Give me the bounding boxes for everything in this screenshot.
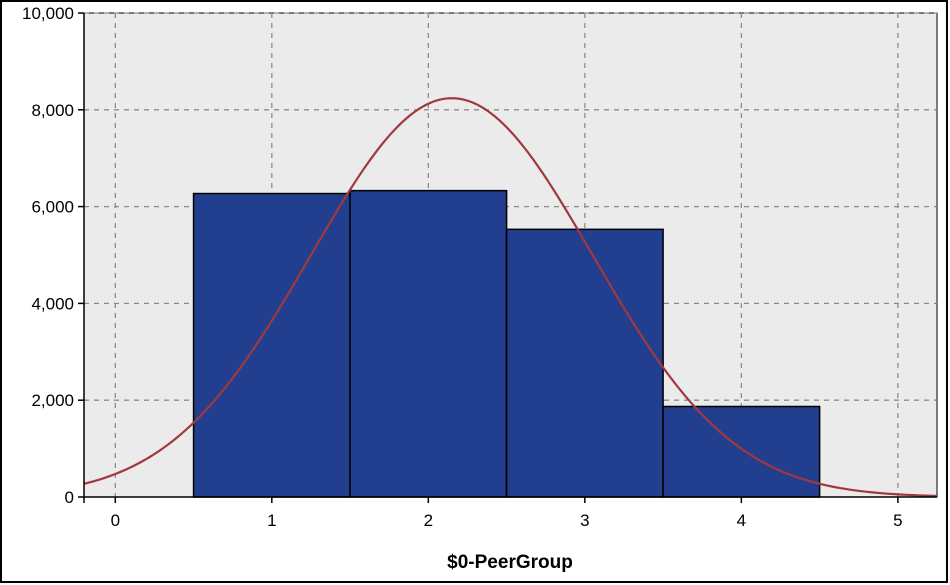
y-tick-label: 0: [65, 488, 74, 507]
x-tick-label: 0: [111, 511, 120, 530]
y-tick-label: 6,000: [31, 198, 74, 217]
axes: [78, 12, 937, 503]
bar-3: [505, 228, 664, 498]
bar-1: [192, 192, 351, 498]
x-tick-label: 2: [424, 511, 433, 530]
bars: [192, 189, 821, 498]
y-tick-label: 2,000: [31, 391, 74, 410]
x-tick-label: 3: [580, 511, 589, 530]
x-tick-label: 1: [267, 511, 276, 530]
bar-2: [349, 189, 508, 498]
tick-labels: 0 2,000 4,000 6,000 8,000 10,000 0 1 2 3 4 5: [22, 4, 903, 530]
bar-4: [662, 405, 821, 498]
normal-curve: [83, 97, 938, 498]
x-tick-label: 5: [893, 511, 902, 530]
y-tick-label: 10,000: [22, 4, 74, 23]
y-tick-label: 4,000: [31, 294, 74, 313]
y-tick-label: 8,000: [31, 101, 74, 120]
x-tick-label: 4: [737, 511, 746, 530]
x-axis-label: $0-PeerGroup: [447, 552, 573, 573]
